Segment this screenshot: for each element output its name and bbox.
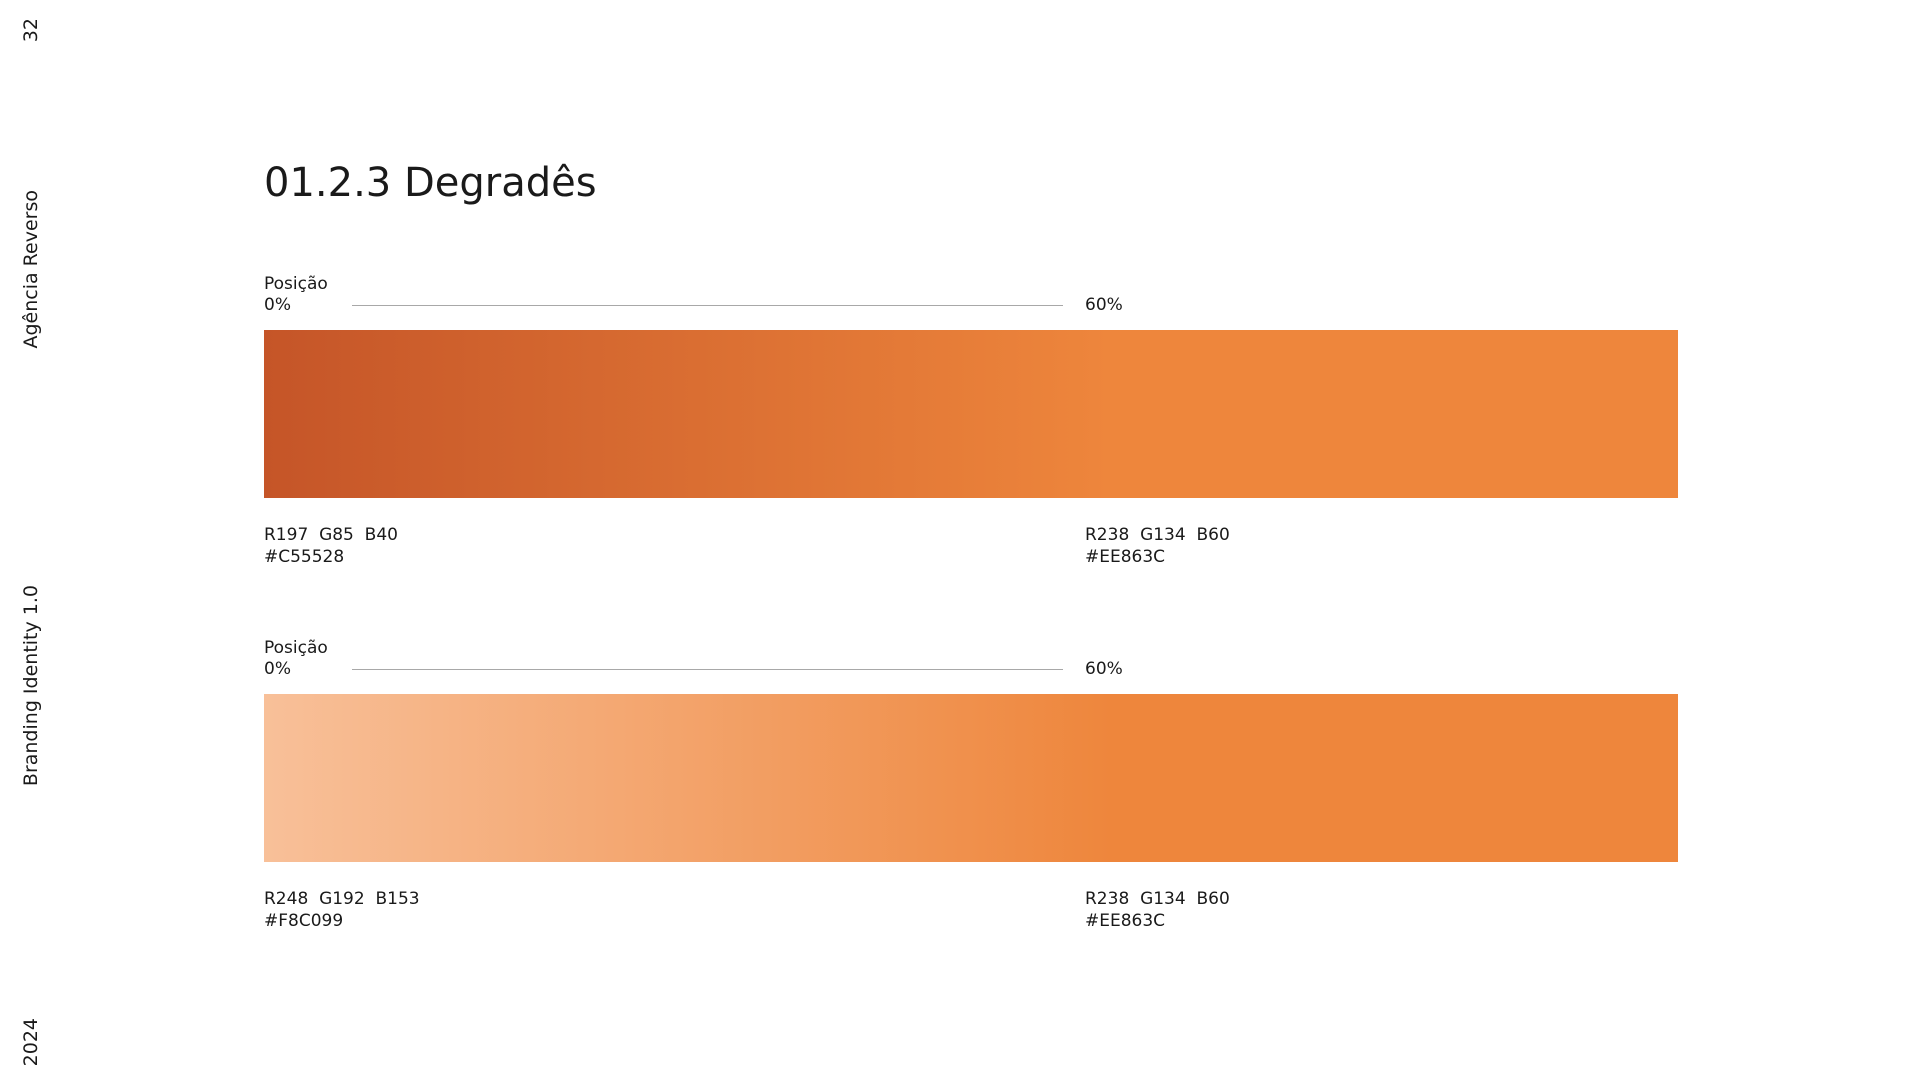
position-label: Posição — [264, 638, 328, 658]
end-hex: #EE863C — [1085, 547, 1166, 567]
section-title: 01.2.3 Degradês — [264, 160, 597, 206]
start-position: 0% — [264, 659, 291, 679]
start-rgb: R248 G192 B153 — [264, 889, 420, 909]
position-label: Posição — [264, 274, 328, 294]
gradient-swatch — [264, 330, 1678, 498]
end-position: 60% — [1085, 659, 1123, 679]
end-hex: #EE863C — [1085, 911, 1166, 931]
divider — [352, 305, 1063, 306]
divider — [352, 669, 1063, 670]
end-position: 60% — [1085, 295, 1123, 315]
gradient-block: Posição 0% 60% R197 G85 B40 #C55528 R238… — [264, 274, 1678, 567]
end-rgb: R238 G134 B60 — [1085, 889, 1230, 909]
start-position: 0% — [264, 295, 291, 315]
document-name: Branding Identity 1.0 — [20, 585, 42, 787]
start-hex: #C55528 — [264, 547, 345, 567]
year: 2024 — [20, 1018, 42, 1067]
start-hex: #F8C099 — [264, 911, 344, 931]
end-rgb: R238 G134 B60 — [1085, 525, 1230, 545]
start-rgb: R197 G85 B40 — [264, 525, 398, 545]
gradient-swatch — [264, 694, 1678, 862]
